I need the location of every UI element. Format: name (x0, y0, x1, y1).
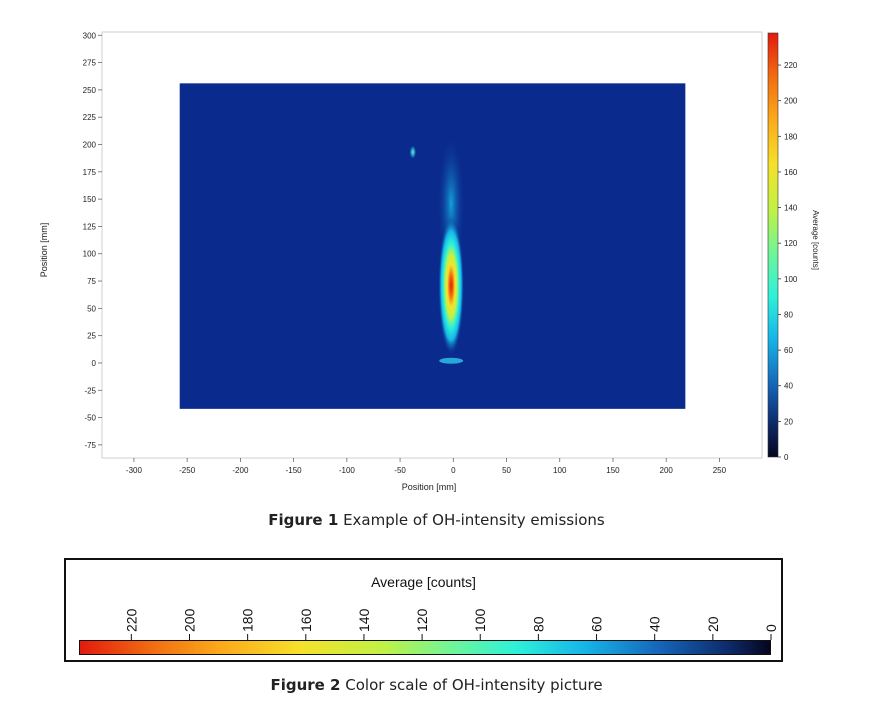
y-tick-label: -75 (84, 441, 96, 450)
colorbar-tick-label: 180 (784, 132, 798, 141)
x-tick-label: 0 (451, 466, 456, 475)
y-tick-label: 200 (83, 141, 97, 150)
color-scale-tick-label: 120 (414, 608, 430, 632)
figure2-caption: Figure 2 Color scale of OH-intensity pic… (0, 676, 873, 694)
x-tick-label: -150 (286, 466, 303, 475)
color-scale-box: Average [counts] 220 200 180 160 140 120 100 80… (64, 558, 783, 662)
y-tick-label: -50 (84, 414, 96, 423)
color-scale-tick-label: 60 (589, 616, 605, 632)
x-tick-label: -100 (339, 466, 356, 475)
y-tick-label: 100 (83, 250, 97, 259)
y-axis-label: Position [mm] (39, 223, 49, 278)
flame-base (439, 357, 464, 364)
colorbar-tick-label: 20 (784, 417, 793, 426)
color-scale-tick-label: 180 (240, 608, 256, 632)
color-scale-tick-label: 100 (472, 608, 488, 632)
y-tick-label: 25 (87, 332, 96, 341)
color-scale-title: Average [counts] (371, 574, 476, 590)
color-scale-tick-label: 200 (181, 608, 197, 632)
x-axis-label: Position [mm] (402, 482, 457, 492)
y-tick-label: 0 (92, 359, 97, 368)
x-tick-label: -250 (179, 466, 196, 475)
colorbar-tick-label: 0 (784, 453, 789, 462)
color-scale-tick-label: 20 (705, 616, 721, 632)
color-scale-tick-label: 0 (763, 624, 779, 632)
y-tick-label: 225 (83, 113, 97, 122)
colorbar-tick-label: 120 (784, 239, 798, 248)
x-tick-label: 250 (713, 466, 727, 475)
colorbar-label: Average [counts] (811, 210, 820, 270)
color-scale-tick-label: 140 (356, 608, 372, 632)
x-tick-label: -200 (232, 466, 249, 475)
flame-core (438, 218, 465, 359)
oh-intensity-figure: -300 -250 -200 -150 -100 -50 0 50 100 150 200 25030… (39, 31, 820, 492)
y-tick-label: 150 (83, 195, 97, 204)
colorbar-tick-label: 100 (784, 275, 798, 284)
y-tick-label: 50 (87, 304, 96, 313)
x-tick-label: 50 (502, 466, 511, 475)
heatmap-background (179, 83, 686, 409)
colorbar-tick-label: 60 (784, 346, 793, 355)
y-tick-label: 250 (83, 86, 97, 95)
y-tick-label: 175 (83, 168, 97, 177)
colorbar-tick-label: 200 (784, 97, 798, 106)
y-tick-label: -25 (84, 386, 96, 395)
figure1-caption-text: Example of OH-intensity emissions (343, 511, 605, 529)
colorbar-tick-label: 220 (784, 61, 798, 70)
figure2-caption-text: Color scale of OH-intensity picture (345, 676, 603, 694)
figure2-caption-label: Figure 2 (270, 676, 341, 694)
y-tick-label: 125 (83, 222, 97, 231)
colorbar-tick-label: 140 (784, 204, 798, 213)
figure1-caption-label: Figure 1 (268, 511, 339, 529)
colorbar (767, 32, 779, 458)
color-scale-bar (79, 640, 771, 655)
color-scale-tick-label: 220 (123, 608, 139, 632)
spot-feature (409, 145, 417, 160)
y-tick-label: 75 (87, 277, 96, 286)
figure1-caption: Figure 1 Example of OH-intensity emissio… (0, 511, 873, 529)
colorbar-tick-label: 80 (784, 310, 793, 319)
x-tick-label: -300 (126, 466, 143, 475)
x-tick-label: 150 (606, 466, 620, 475)
y-tick-label: 275 (83, 59, 97, 68)
x-tick-label: 200 (660, 466, 674, 475)
color-scale-tick-label: 40 (647, 616, 663, 632)
x-tick-label: -50 (394, 466, 406, 475)
color-scale-ticks: 220 200 180 160 140 120 100 80 60 40 20 0 (123, 608, 779, 640)
x-tick-label: 100 (553, 466, 567, 475)
colorbar-tick-label: 40 (784, 382, 793, 391)
color-scale-tick-label: 80 (530, 616, 546, 632)
colorbar-tick-label: 160 (784, 168, 798, 177)
color-scale-tick-label: 160 (298, 608, 314, 632)
y-tick-label: 300 (83, 31, 97, 40)
heatmap-layer (179, 83, 686, 409)
axis-layer: -300 -250 -200 -150 -100 -50 0 50 100 150 200 25030… (83, 31, 727, 475)
